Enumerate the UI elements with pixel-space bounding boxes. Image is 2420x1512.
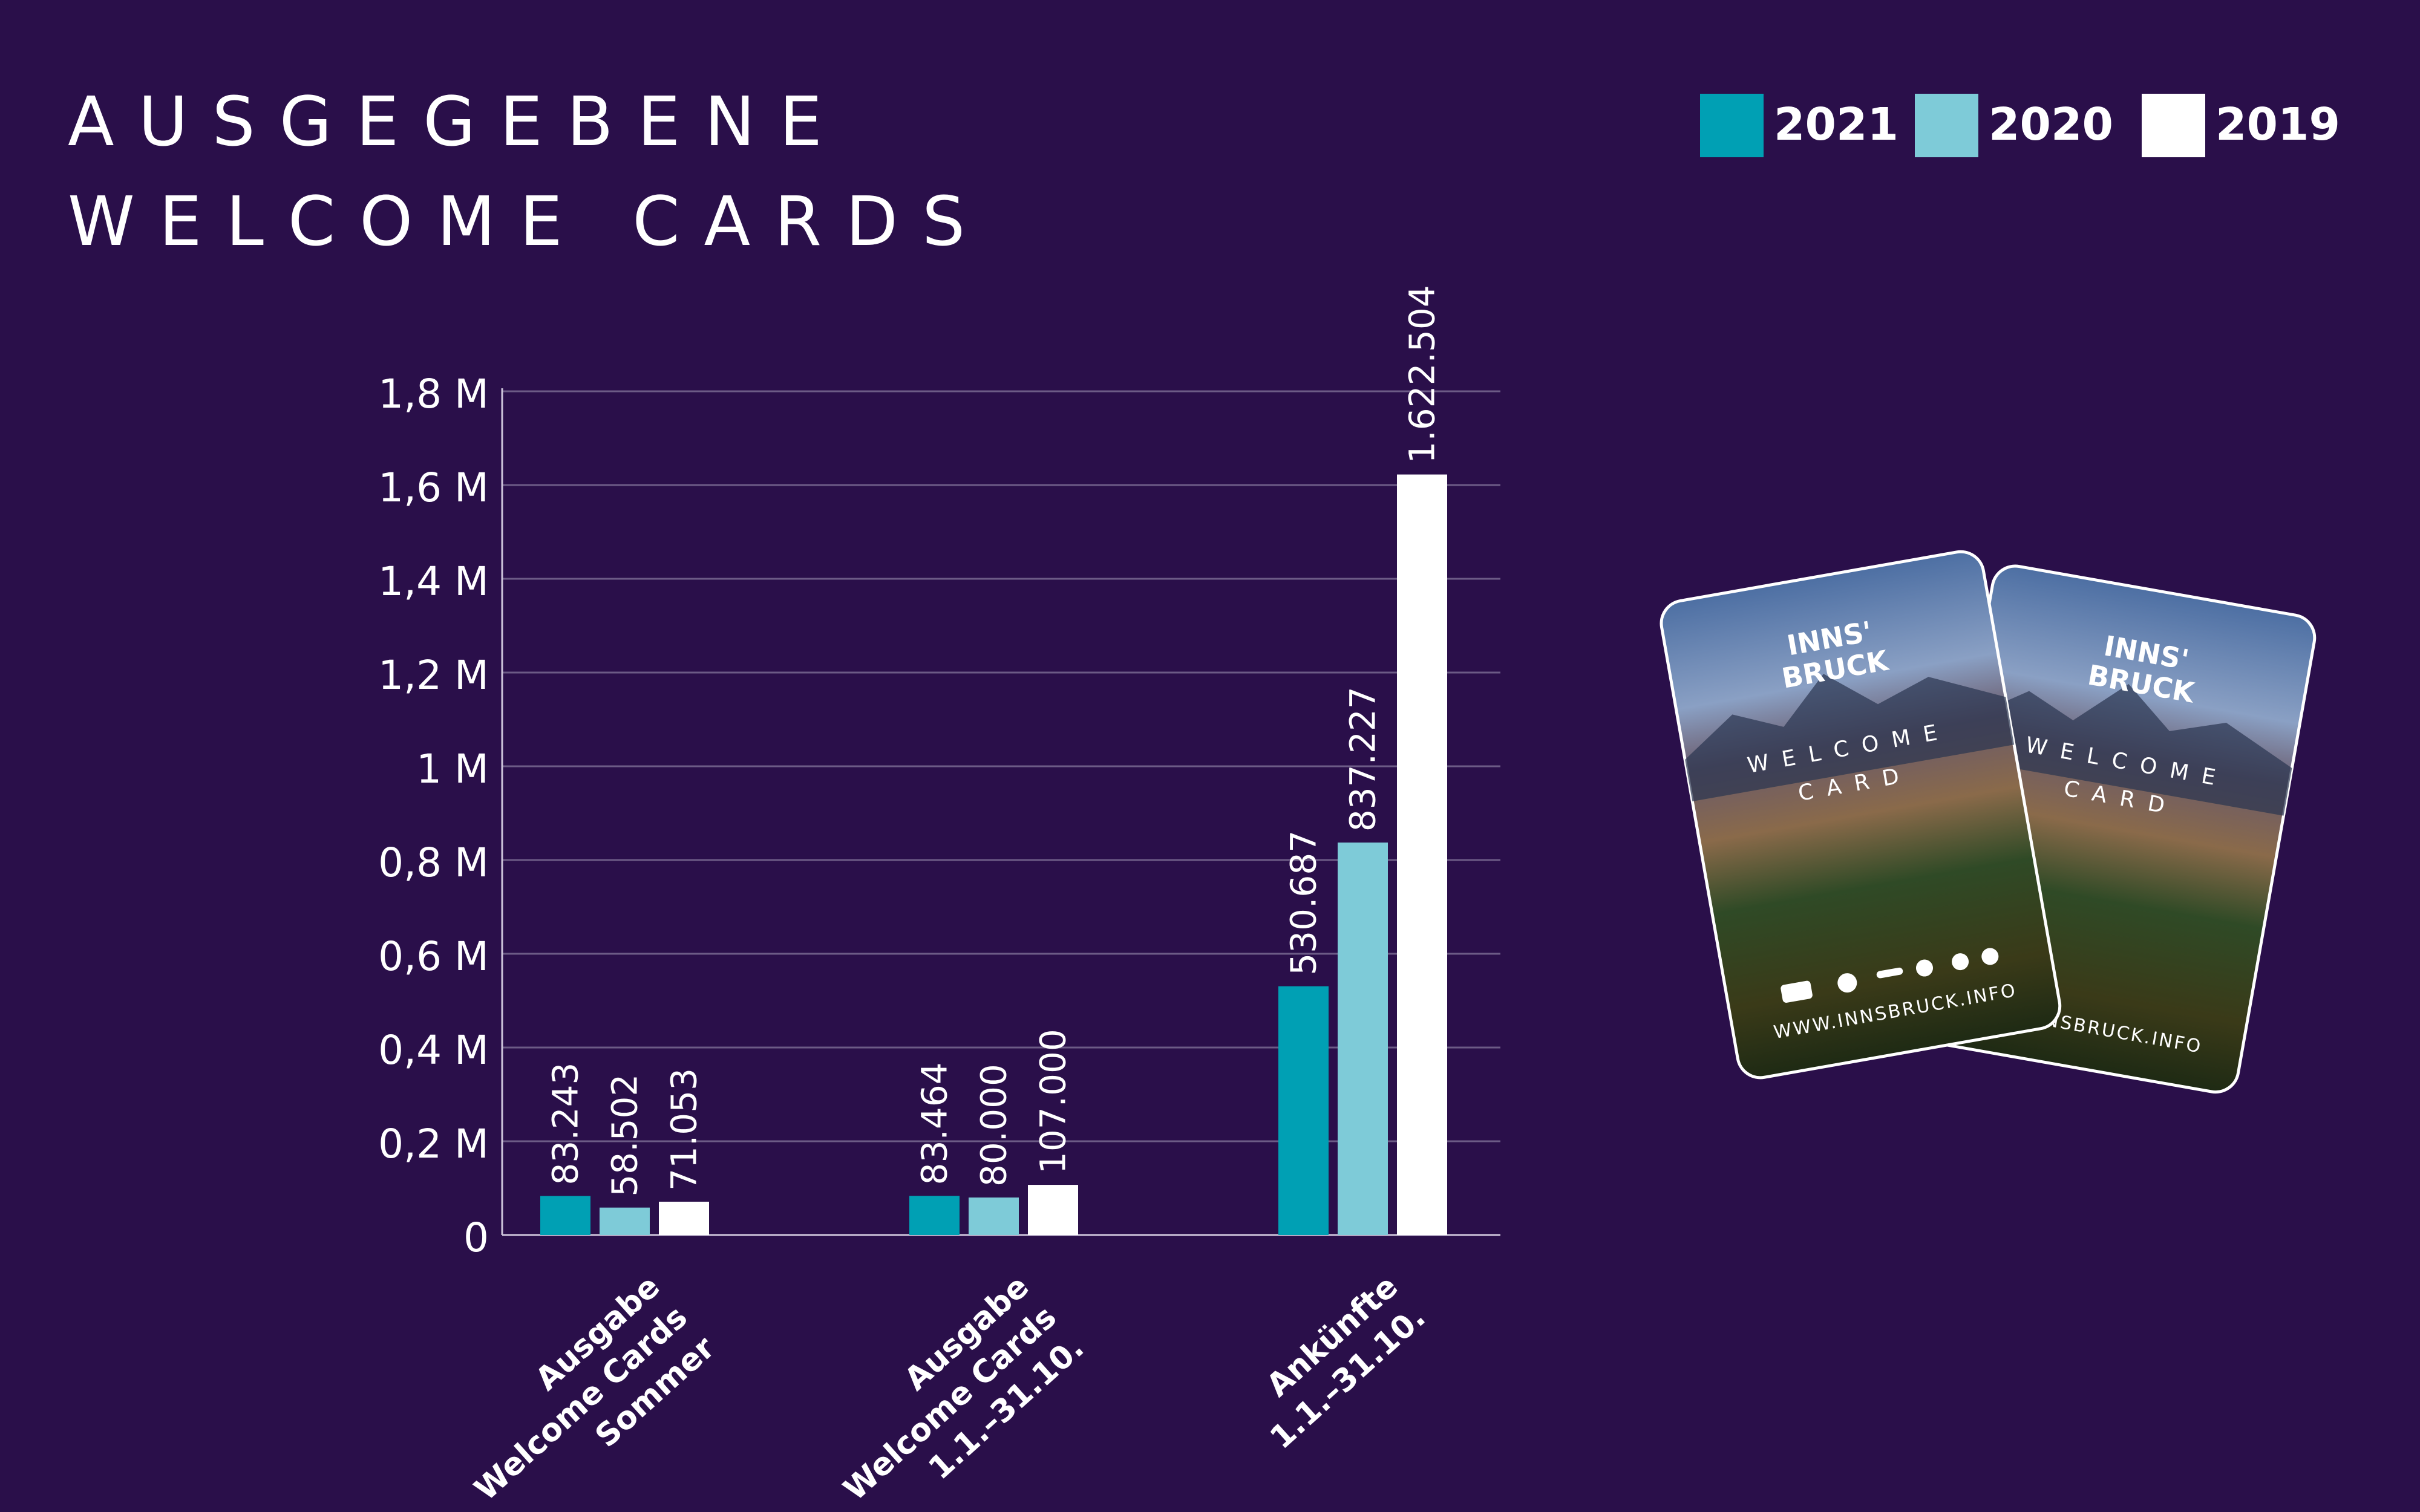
y-tick-label: 0,8 M — [378, 839, 489, 886]
bar-2021-cat2 — [909, 1196, 960, 1235]
y-tick-label: 0,2 M — [378, 1121, 489, 1167]
bar-2019-cat3 — [1397, 474, 1447, 1236]
legend-swatch-2019 — [2142, 94, 2205, 157]
y-tick-label: 0,4 M — [378, 1027, 489, 1074]
y-tick-label: 1,8 M — [378, 371, 489, 417]
y-tick-label: 1,6 M — [378, 464, 489, 511]
data-label: 80.000 — [973, 1064, 1015, 1187]
data-label: 837.227 — [1342, 686, 1384, 832]
bar-2020-cat3 — [1338, 842, 1388, 1235]
chart-title: AUSGEGEBENE WELCOME CARDS — [68, 73, 989, 272]
legend-label-2020: 2020 — [1989, 99, 2113, 151]
chart-title-line-2: WELCOME CARDS — [68, 183, 990, 261]
bar-2020-cat2 — [969, 1198, 1019, 1235]
data-label: 1.622.504 — [1402, 285, 1443, 463]
legend-swatch-2021 — [1700, 94, 1764, 157]
y-tick-label: 1,4 M — [378, 558, 489, 605]
data-label: 530.687 — [1283, 830, 1324, 976]
legend-swatch-2020 — [1915, 94, 1978, 157]
y-tick-label: 1 M — [416, 746, 489, 792]
bar-2019-cat2 — [1028, 1185, 1078, 1235]
y-tick-label: 1,2 M — [378, 652, 489, 699]
legend-label-2019: 2019 — [2216, 99, 2340, 151]
welcome-card-front: INNS' BRUCK WELCOME CARD WWW.INNSBRUCK.I… — [1660, 550, 2062, 1080]
bar-2021-cat1 — [540, 1196, 590, 1235]
data-label: 83.243 — [545, 1063, 586, 1185]
legend-label-2021: 2021 — [1774, 99, 1898, 151]
data-label: 107.000 — [1033, 1029, 1074, 1174]
data-label: 83.464 — [914, 1062, 955, 1185]
activity-icons — [1781, 948, 1999, 1003]
bar-2020-cat1 — [600, 1207, 650, 1235]
data-label: 71.053 — [664, 1068, 705, 1191]
y-tick-label: 0 — [463, 1214, 489, 1261]
bar-2021-cat3 — [1278, 986, 1329, 1235]
y-tick-label: 0,6 M — [378, 933, 489, 980]
data-label: 58.502 — [604, 1074, 646, 1197]
bar-2019-cat1 — [659, 1201, 709, 1235]
chart-title-line-1: AUSGEGEBENE — [68, 83, 846, 161]
